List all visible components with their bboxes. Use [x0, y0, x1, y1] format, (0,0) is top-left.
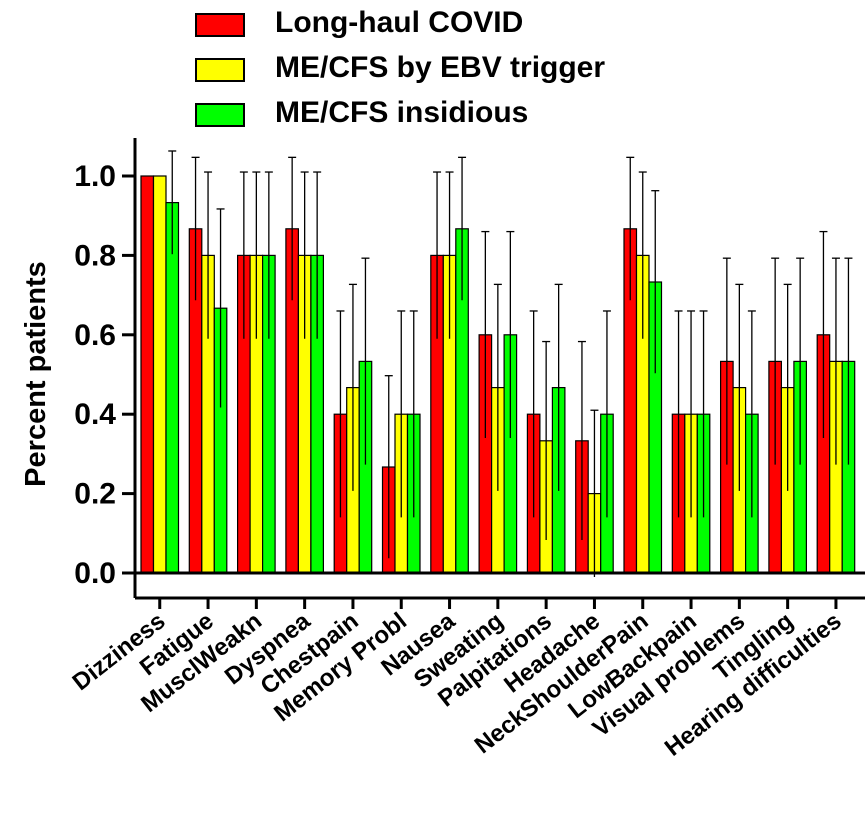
- bar: [166, 203, 179, 573]
- y-tick-label: 0.8: [74, 239, 116, 272]
- y-tick-label: 0.2: [74, 478, 116, 511]
- y-tick-label: 0.0: [74, 557, 116, 590]
- y-axis-label: Percent patients: [20, 261, 52, 487]
- y-tick-label: 0.4: [74, 398, 116, 431]
- y-tick-label: 0.6: [74, 319, 116, 352]
- bar: [154, 176, 167, 573]
- y-tick-label: 1.0: [74, 160, 116, 193]
- bar: [141, 176, 154, 573]
